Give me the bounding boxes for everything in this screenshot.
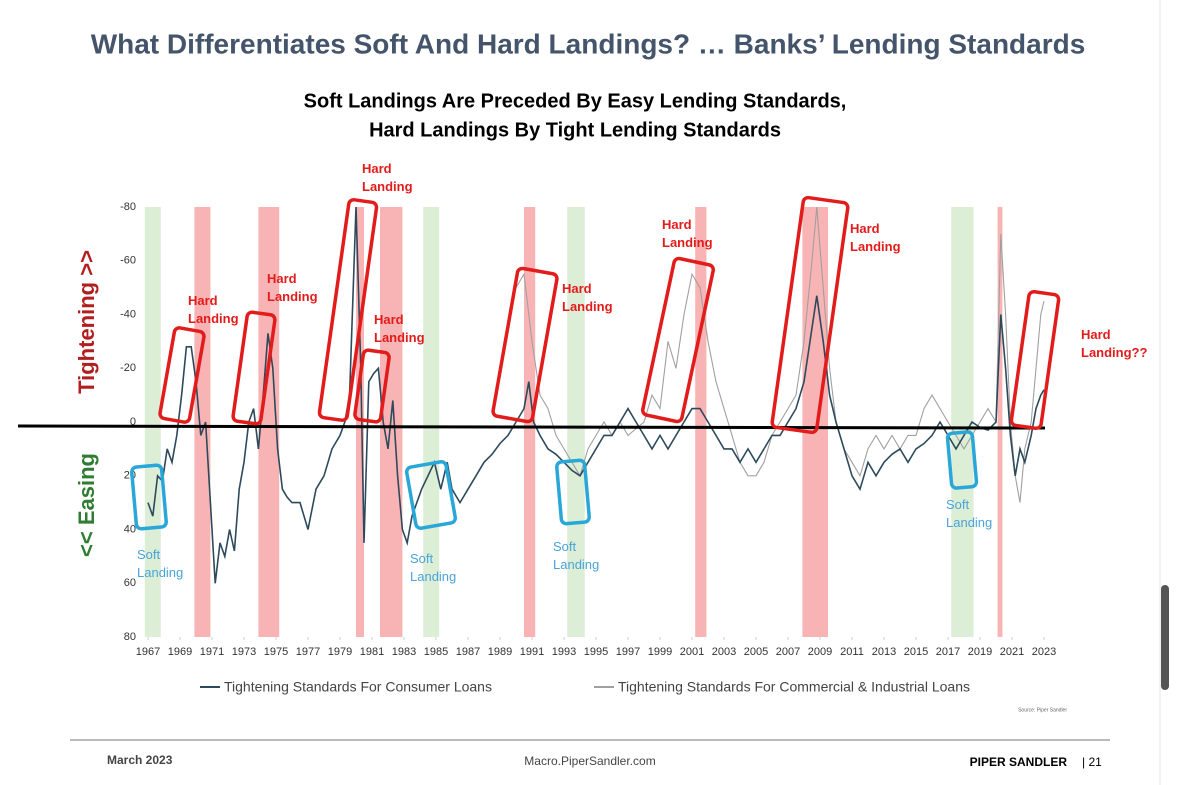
- soft-band: [423, 207, 440, 637]
- annotation-box: [770, 195, 850, 435]
- y-tick-label: -20: [120, 362, 136, 374]
- annotation-box: [640, 256, 716, 424]
- recession-band: [997, 207, 1003, 637]
- recession-band: [695, 207, 707, 637]
- chart-title: Hard Landings By Tight Lending Standards: [369, 119, 781, 141]
- annotation-box: [1009, 289, 1061, 431]
- annotation-box: [130, 463, 168, 531]
- x-tick-label: 2013: [872, 646, 896, 658]
- recession-band: [194, 207, 211, 637]
- annotation: Soft Landing: [946, 497, 993, 530]
- annotation: Hard Landing: [374, 312, 425, 345]
- source: Source: Piper Sandler: [1018, 707, 1067, 713]
- x-tick-label: 2003: [712, 646, 736, 658]
- annotation-box: [353, 348, 391, 424]
- x-tick-label: 1975: [264, 646, 288, 658]
- annotation: Hard Landing: [188, 293, 239, 326]
- footer-site: Macro.PiperSandler.com: [524, 754, 655, 768]
- annotation: Hard Landing: [267, 271, 318, 304]
- series-line: [147, 206, 1045, 584]
- y-tick-label: -40: [120, 308, 136, 320]
- x-tick-label: 2007: [776, 646, 800, 658]
- y-tick-label: 0: [130, 416, 136, 428]
- y-tick-label: -80: [120, 201, 136, 213]
- x-tick-label: 1969: [168, 646, 192, 658]
- soft-band: [951, 207, 974, 637]
- annotation-box: [555, 458, 591, 526]
- x-tick-label: 2009: [808, 646, 832, 658]
- recession-band: [356, 207, 364, 637]
- annotation-box: [491, 266, 559, 424]
- x-tick-label: 1981: [360, 646, 384, 658]
- annotation-box: [158, 326, 206, 424]
- annotation-box: [945, 430, 979, 490]
- annotation: Soft Landing: [553, 539, 600, 572]
- annotation: Hard Landing: [850, 221, 901, 254]
- x-tick-label: 1979: [328, 646, 352, 658]
- x-tick-label: 1997: [616, 646, 640, 658]
- footer-brand: PIPER SANDLER: [970, 755, 1068, 769]
- x-tick-label: 1983: [392, 646, 416, 658]
- x-tick-label: 2011: [840, 646, 864, 658]
- x-tick-label: 2023: [1032, 646, 1056, 658]
- annotation: Soft Landing: [137, 547, 184, 580]
- x-tick-label: 1987: [456, 646, 480, 658]
- y-tick-label: 40: [124, 523, 136, 535]
- legend-label: Tightening Standards For Consumer Loans: [224, 679, 492, 695]
- x-tick-label: 2017: [936, 646, 960, 658]
- x-tick-label: 1991: [520, 646, 544, 658]
- x-tick-label: 1999: [648, 646, 672, 658]
- y-tick-label: -60: [120, 255, 136, 267]
- annotation-box: [404, 460, 458, 530]
- x-tick-label: 2019: [968, 646, 992, 658]
- chart-title: Soft Landings Are Preceded By Easy Lendi…: [304, 90, 847, 112]
- y-tick-label: 80: [124, 631, 136, 643]
- series-line: [515, 206, 1045, 503]
- annotation-box: [231, 310, 277, 426]
- annotation-box: [317, 198, 379, 422]
- x-tick-label: 1993: [552, 646, 576, 658]
- y-label-down: << Easing: [74, 453, 99, 557]
- x-tick-label: 1977: [296, 646, 320, 658]
- x-tick-label: 1973: [232, 646, 256, 658]
- zero-line: [17, 424, 1046, 430]
- y-tick-label: 60: [124, 577, 136, 589]
- x-tick-label: 2005: [744, 646, 768, 658]
- legend-label: Tightening Standards For Commercial & In…: [618, 679, 970, 695]
- annotation: Hard Landing: [562, 281, 613, 314]
- annotation: Hard Landing: [362, 161, 413, 194]
- recession-band: [802, 207, 828, 637]
- x-tick-label: 1989: [488, 646, 512, 658]
- x-tick-label: 2015: [904, 646, 928, 658]
- x-tick-label: 2001: [680, 646, 704, 658]
- x-tick-label: 1985: [424, 646, 448, 658]
- annotation: Hard Landing??: [1081, 327, 1148, 360]
- annotation: Soft Landing: [410, 551, 457, 584]
- x-tick-label: 1967: [136, 646, 160, 658]
- annotation: Hard Landing: [662, 217, 713, 250]
- scrollbar[interactable]: [1161, 585, 1169, 690]
- x-tick-label: 1971: [200, 646, 224, 658]
- footer-date: March 2023: [107, 753, 173, 767]
- y-label-up: Tightening >>: [74, 250, 99, 394]
- x-tick-label: 1995: [584, 646, 608, 658]
- slide-title: What Differentiates Soft And Hard Landin…: [91, 28, 1086, 59]
- soft-band: [567, 207, 585, 637]
- footer-page: | 21: [1082, 755, 1102, 769]
- x-tick-label: 2021: [1000, 646, 1024, 658]
